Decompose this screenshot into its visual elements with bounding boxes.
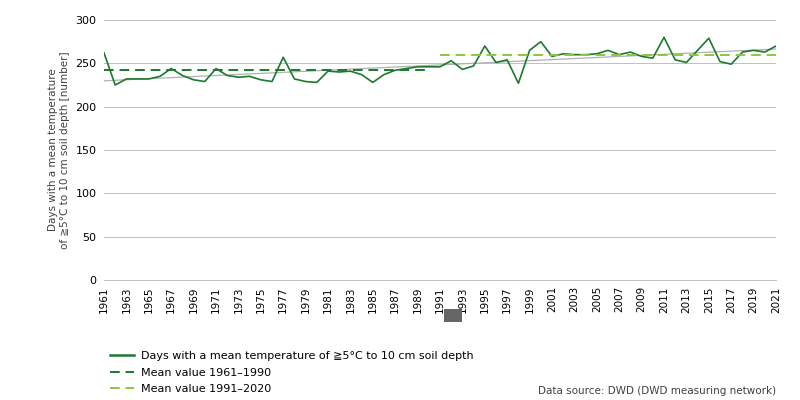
Y-axis label: Days with a mean temperature
of ≧5°C to 10 cm soil depth [number]: Days with a mean temperature of ≧5°C to … — [48, 51, 70, 249]
Text: Data source: DWD (DWD measuring network): Data source: DWD (DWD measuring network) — [538, 386, 776, 396]
Legend: Days with a mean temperature of ≧5°C to 10 cm soil depth, Mean value 1961–1990, : Days with a mean temperature of ≧5°C to … — [110, 351, 474, 394]
